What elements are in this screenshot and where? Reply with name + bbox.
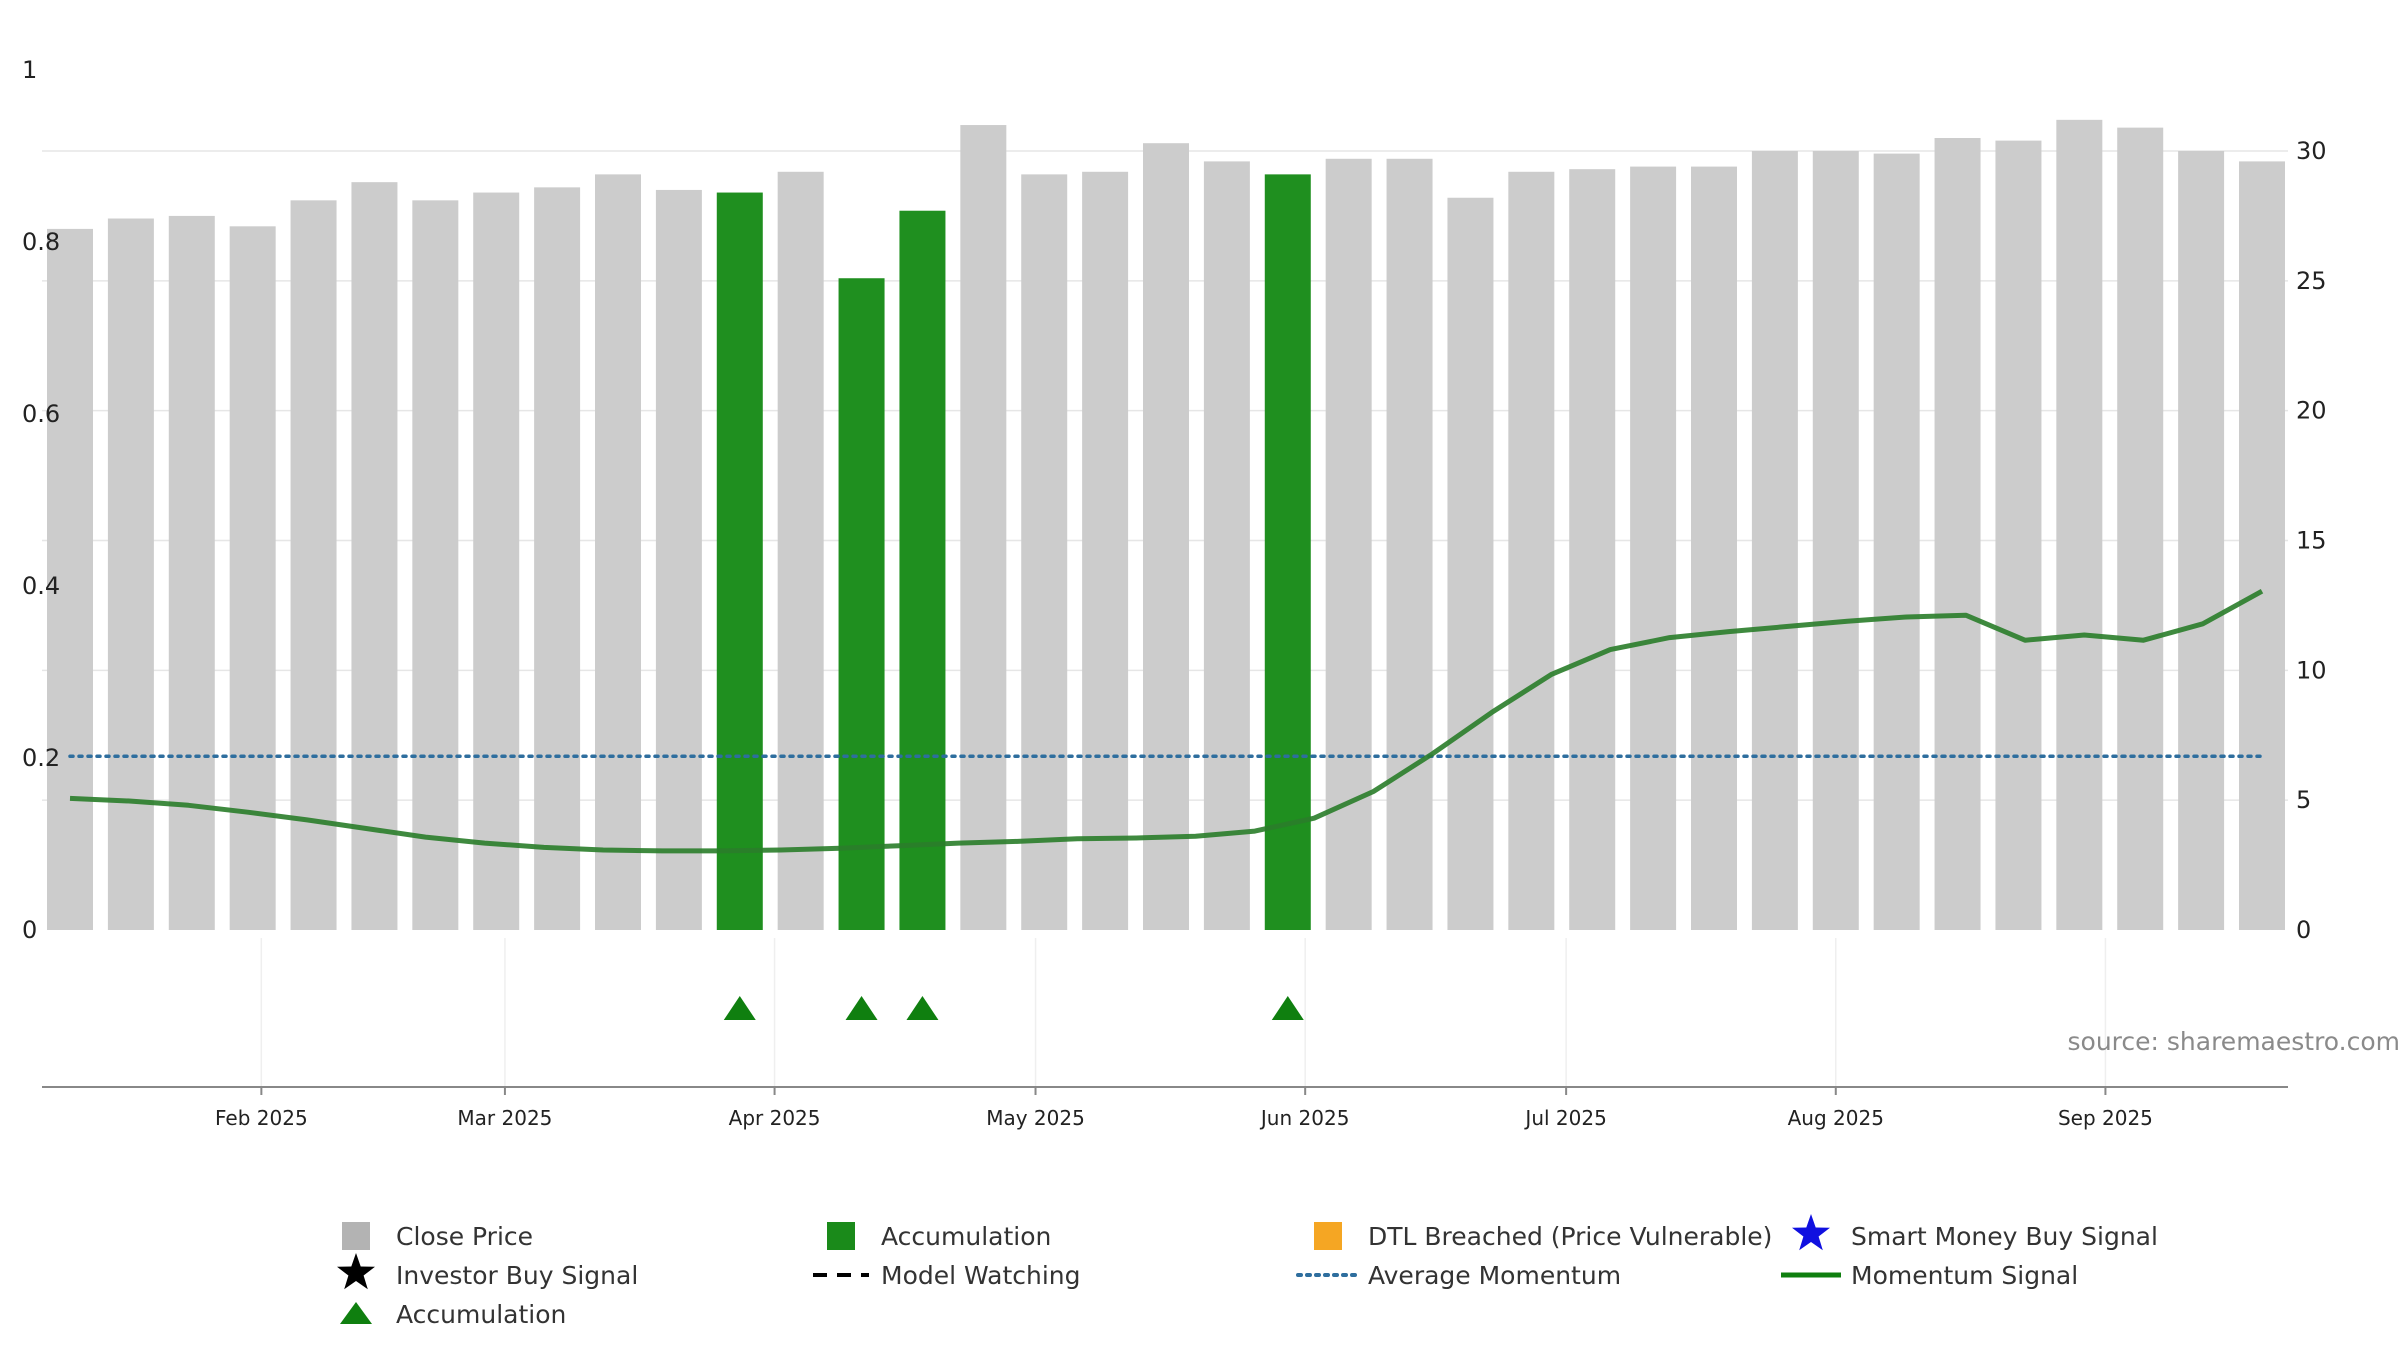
close-price-bar <box>1630 166 1677 930</box>
accumulation-marker <box>845 996 878 1020</box>
close-price-bar <box>2056 119 2103 931</box>
legend-label: Accumulation <box>396 1300 566 1329</box>
legend-item: Accumulation <box>827 1222 1051 1251</box>
legend-swatch-square <box>1314 1222 1342 1250</box>
close-price-bar <box>595 174 641 930</box>
close-price-bar <box>1325 158 1372 931</box>
y-left-tick-label: 0.6 <box>22 400 60 428</box>
close-price-bar <box>1386 158 1433 931</box>
marker-layer <box>723 996 1304 1020</box>
close-price-bar <box>1995 140 2042 930</box>
y-left-tick-label: 1 <box>22 56 37 84</box>
legend-item: Investor Buy Signal <box>337 1253 638 1290</box>
close-price-bar <box>655 189 702 930</box>
y-left-tick-label: 0.4 <box>22 572 60 600</box>
legend-swatch-square <box>342 1222 370 1250</box>
x-tick-label: Jul 2025 <box>1523 1106 1606 1130</box>
legend-triangle-icon <box>340 1302 372 1324</box>
accumulation-bar <box>899 210 946 930</box>
accumulation-marker <box>906 996 939 1020</box>
accumulation-marker <box>1271 996 1304 1020</box>
close-price-bar <box>107 218 154 931</box>
x-tick-label: Mar 2025 <box>457 1106 552 1130</box>
legend-swatch-square <box>827 1222 855 1250</box>
close-price-bar <box>1751 151 1798 930</box>
y-right-tick-label: 15 <box>2296 527 2327 555</box>
close-price-bar <box>1447 197 1494 931</box>
legend-label: Investor Buy Signal <box>396 1261 638 1290</box>
bars-layer <box>47 119 2285 931</box>
x-tick-label: Sep 2025 <box>2058 1106 2153 1130</box>
y-left-tick-label: 0.2 <box>22 744 60 772</box>
x-tick-label: May 2025 <box>986 1106 1085 1130</box>
accumulation-marker <box>723 996 756 1020</box>
close-price-bar <box>412 200 459 930</box>
close-price-bar <box>473 192 520 931</box>
y-right-tick-label: 0 <box>2296 916 2311 944</box>
legend-label: Smart Money Buy Signal <box>1851 1222 2158 1251</box>
source-label: source: sharemaestro.com <box>2068 1027 2400 1056</box>
accumulation-bar <box>1264 174 1311 930</box>
close-price-bar <box>777 171 824 931</box>
y-right-tick-label: 5 <box>2296 786 2311 814</box>
legend-item: Average Momentum <box>1296 1261 1621 1290</box>
legend-label: DTL Breached (Price Vulnerable) <box>1368 1222 1772 1251</box>
legend-label: Momentum Signal <box>1851 1261 2078 1290</box>
y-left-tick-label: 0 <box>22 916 37 944</box>
legend-item: Momentum Signal <box>1781 1261 2078 1290</box>
close-price-bar <box>1691 166 1737 930</box>
x-tick-label: Apr 2025 <box>729 1106 821 1130</box>
momentum-signal-line <box>69 589 2264 854</box>
momentum-layer <box>69 589 2264 854</box>
y-right-tick-label: 25 <box>2296 267 2327 295</box>
close-price-bar <box>960 125 1007 931</box>
close-price-bar <box>1203 161 1250 931</box>
axis-layer: Feb 2025 Mar 2025 Apr 2025 May 2025 Jun 2025… <box>22 56 2327 1130</box>
legend-star-icon <box>1792 1214 1830 1251</box>
close-price-bar <box>1934 138 1981 930</box>
close-price-bar <box>534 187 581 930</box>
close-price-bar <box>1812 151 1859 930</box>
close-price-bar <box>1082 171 1129 931</box>
close-price-bar <box>290 200 337 930</box>
y-right-tick-label: 30 <box>2296 137 2327 165</box>
legend-item: Close Price <box>342 1222 533 1251</box>
legend-item: Smart Money Buy Signal <box>1792 1214 2158 1251</box>
close-price-bar <box>1508 171 1555 931</box>
close-price-bar <box>47 228 93 930</box>
legend-item: DTL Breached (Price Vulnerable) <box>1314 1222 1772 1251</box>
x-tick-label: Jun 2025 <box>1259 1106 1350 1130</box>
y-right-tick-label: 20 <box>2296 397 2327 425</box>
close-price-bar <box>229 226 276 930</box>
close-price-bar <box>168 215 215 930</box>
x-tick-label: Feb 2025 <box>215 1106 308 1130</box>
legend-label: Model Watching <box>881 1261 1081 1290</box>
x-tick-label: Aug 2025 <box>1788 1106 1884 1130</box>
close-price-bar <box>351 182 398 930</box>
legend-item: Model Watching <box>813 1261 1081 1290</box>
close-price-bar <box>1143 143 1189 930</box>
accumulation-bar <box>838 278 885 930</box>
legend: Close Price Accumulation DTL Breached (Pri… <box>337 1214 2158 1329</box>
legend-star-icon <box>337 1253 375 1290</box>
close-price-bar <box>1873 153 1920 930</box>
legend-item: Accumulation <box>340 1300 566 1329</box>
close-price-bar <box>1021 174 1068 930</box>
legend-label: Close Price <box>396 1222 533 1251</box>
close-price-bar <box>2117 127 2164 930</box>
y-right-tick-label: 10 <box>2296 656 2327 684</box>
close-price-bar <box>2239 161 2285 931</box>
close-price-bar <box>1569 169 1616 931</box>
legend-label: Accumulation <box>881 1222 1051 1251</box>
legend-label: Average Momentum <box>1368 1261 1621 1290</box>
accumulation-bar <box>716 192 763 931</box>
y-left-tick-label: 0.8 <box>22 228 60 256</box>
close-price-bar <box>2178 151 2225 930</box>
